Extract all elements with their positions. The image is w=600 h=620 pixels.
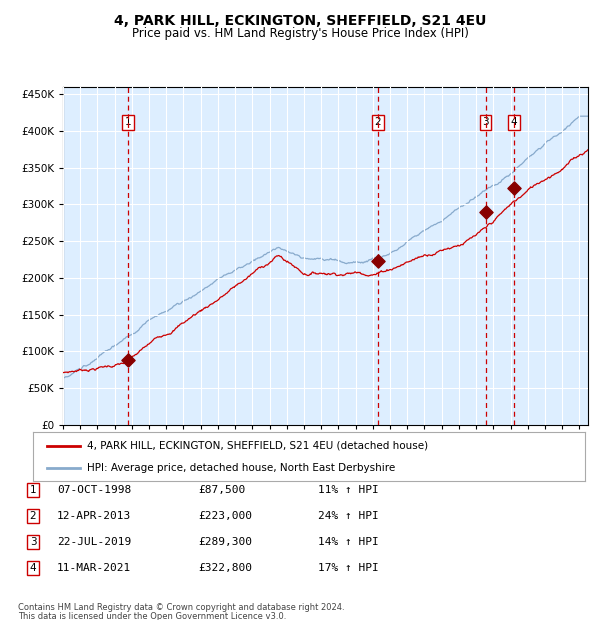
Text: 1: 1	[29, 485, 37, 495]
Text: 11-MAR-2021: 11-MAR-2021	[57, 563, 131, 573]
Text: 07-OCT-1998: 07-OCT-1998	[57, 485, 131, 495]
Text: £322,800: £322,800	[198, 563, 252, 573]
Point	[481, 207, 490, 217]
Text: 12-APR-2013: 12-APR-2013	[57, 511, 131, 521]
Text: 11% ↑ HPI: 11% ↑ HPI	[318, 485, 379, 495]
Text: 22-JUL-2019: 22-JUL-2019	[57, 537, 131, 547]
Text: 3: 3	[482, 117, 489, 127]
Text: 4, PARK HILL, ECKINGTON, SHEFFIELD, S21 4EU: 4, PARK HILL, ECKINGTON, SHEFFIELD, S21 …	[114, 14, 486, 28]
Text: 4, PARK HILL, ECKINGTON, SHEFFIELD, S21 4EU (detached house): 4, PARK HILL, ECKINGTON, SHEFFIELD, S21 …	[87, 441, 428, 451]
Point	[123, 355, 133, 365]
Point	[509, 183, 518, 193]
Text: 17% ↑ HPI: 17% ↑ HPI	[318, 563, 379, 573]
Text: £223,000: £223,000	[198, 511, 252, 521]
Text: 1: 1	[125, 117, 131, 127]
Text: 2: 2	[374, 117, 381, 127]
Text: Contains HM Land Registry data © Crown copyright and database right 2024.: Contains HM Land Registry data © Crown c…	[18, 603, 344, 612]
Text: HPI: Average price, detached house, North East Derbyshire: HPI: Average price, detached house, Nort…	[87, 463, 395, 474]
Text: Price paid vs. HM Land Registry's House Price Index (HPI): Price paid vs. HM Land Registry's House …	[131, 27, 469, 40]
Text: 4: 4	[29, 563, 37, 573]
Text: £289,300: £289,300	[198, 537, 252, 547]
Text: £87,500: £87,500	[198, 485, 245, 495]
Text: 2: 2	[29, 511, 37, 521]
Text: This data is licensed under the Open Government Licence v3.0.: This data is licensed under the Open Gov…	[18, 612, 286, 620]
Point	[373, 256, 382, 266]
Text: 24% ↑ HPI: 24% ↑ HPI	[318, 511, 379, 521]
Text: 14% ↑ HPI: 14% ↑ HPI	[318, 537, 379, 547]
Text: 4: 4	[511, 117, 517, 127]
Text: 3: 3	[29, 537, 37, 547]
